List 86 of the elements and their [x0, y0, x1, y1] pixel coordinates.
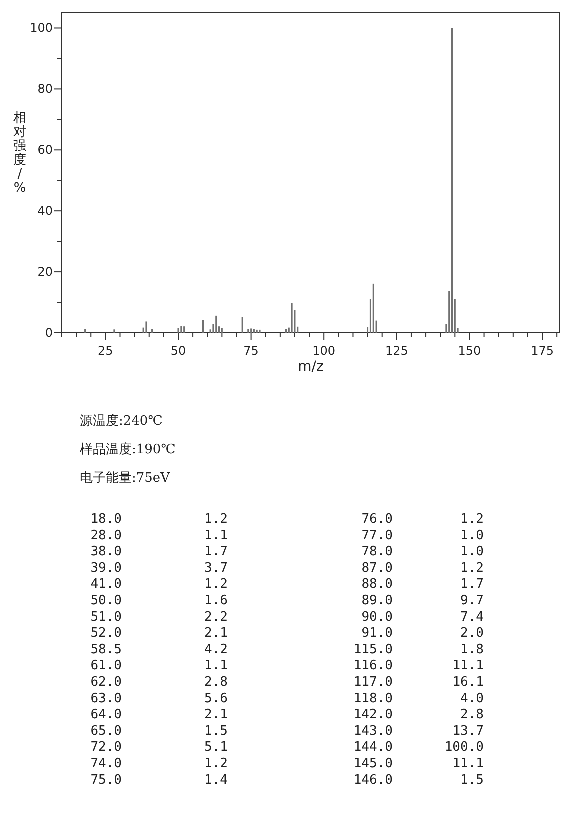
- category-label: 74.0: [90, 756, 122, 772]
- text: 2.0: [460, 626, 484, 642]
- text: 1.2: [204, 577, 228, 592]
- category-label: 65.0: [90, 724, 122, 739]
- category-label: 87.0: [362, 560, 393, 576]
- text: 1.0: [460, 544, 484, 560]
- x-tick-label: 175: [531, 344, 554, 358]
- text: 2.1: [204, 708, 228, 723]
- text: 1.5: [204, 724, 228, 739]
- category-label: 116.0: [354, 658, 393, 674]
- y-tick-label: 20: [38, 264, 53, 279]
- y-tick-label: 40: [38, 204, 53, 218]
- category-label: 50.0: [90, 594, 122, 608]
- text: 2.8: [460, 708, 484, 723]
- category-label: 88.0: [362, 577, 393, 592]
- y-tick-label: 60: [38, 142, 53, 157]
- category-label: 143.0: [354, 724, 393, 739]
- category-label: 145.0: [354, 756, 393, 772]
- text: 电子能量:75eV: [80, 471, 171, 486]
- category-label: 64.0: [90, 708, 122, 723]
- text: 1.2: [204, 756, 228, 772]
- y-tick-label: 80: [38, 82, 53, 96]
- text: 2.1: [204, 626, 228, 642]
- category-label: 62.0: [90, 675, 122, 690]
- text: 1.7: [460, 577, 484, 592]
- text: 1.6: [204, 594, 228, 608]
- text: 源温度:240℃: [80, 413, 163, 429]
- category-label: 63.0: [90, 691, 122, 706]
- text: 1.2: [460, 512, 484, 527]
- x-tick-label: 100: [312, 344, 336, 358]
- category-label: 76.0: [362, 512, 393, 527]
- text: 1.1: [204, 658, 228, 674]
- text: 1.7: [204, 544, 228, 560]
- text: 1.0: [460, 528, 484, 544]
- category-label: 115.0: [354, 642, 393, 658]
- category-label: 51.0: [90, 610, 122, 625]
- category-label: 91.0: [362, 626, 393, 642]
- text: 样品温度:190℃: [80, 442, 176, 458]
- text: 5.6: [204, 691, 228, 706]
- text: 7.4: [460, 610, 484, 625]
- x-tick-label: 50: [170, 344, 186, 358]
- text: 1.2: [460, 560, 484, 576]
- text: 16.1: [452, 675, 484, 690]
- x-tick-label: 150: [458, 344, 482, 358]
- text: 3.7: [204, 560, 228, 576]
- x-tick-label: 25: [98, 344, 114, 358]
- category-label: 78.0: [362, 544, 393, 560]
- text: 1.8: [460, 642, 484, 658]
- category-label: 77.0: [362, 528, 393, 544]
- category-label: 118.0: [354, 691, 393, 706]
- x-tick-label: 75: [244, 344, 259, 358]
- category-label: 146.0: [354, 772, 393, 788]
- category-label: 58.5: [90, 642, 122, 658]
- category-label: 144.0: [354, 740, 393, 756]
- text: 1.2: [204, 512, 228, 527]
- category-label: 61.0: [90, 658, 122, 674]
- category-label: 89.0: [362, 594, 393, 608]
- y-tick-label: 0: [45, 326, 53, 340]
- text: 2.8: [204, 675, 228, 690]
- x-tick-label: 125: [385, 344, 408, 358]
- text: 1.4: [204, 772, 228, 788]
- category-label: 28.0: [90, 528, 122, 544]
- text: 5.1: [204, 740, 228, 756]
- category-label: 90.0: [362, 610, 393, 625]
- category-label: 142.0: [354, 708, 393, 723]
- text: 1.5: [460, 772, 484, 788]
- y-tick-label: 100: [30, 21, 53, 36]
- text: 1.1: [204, 528, 228, 544]
- category-label: 18.0: [90, 512, 122, 527]
- text: 4.0: [460, 691, 484, 706]
- category-label: 117.0: [354, 675, 393, 690]
- text: 11.1: [452, 658, 484, 674]
- category-label: 72.0: [90, 740, 122, 756]
- y-axis-title: 相对强度/%: [14, 111, 26, 196]
- text: 2.2: [204, 610, 228, 625]
- text: 11.1: [452, 756, 484, 772]
- category-label: 39.0: [90, 560, 122, 576]
- category-label: 38.0: [90, 544, 122, 560]
- text: 13.7: [452, 724, 484, 739]
- x-axis-title: m/z: [298, 359, 324, 375]
- text: 4.2: [204, 642, 228, 658]
- text: 100.0: [444, 740, 484, 756]
- category-label: 52.0: [90, 626, 122, 642]
- text: 9.7: [460, 594, 484, 608]
- category-label: 75.0: [90, 772, 122, 788]
- category-label: 41.0: [90, 577, 122, 592]
